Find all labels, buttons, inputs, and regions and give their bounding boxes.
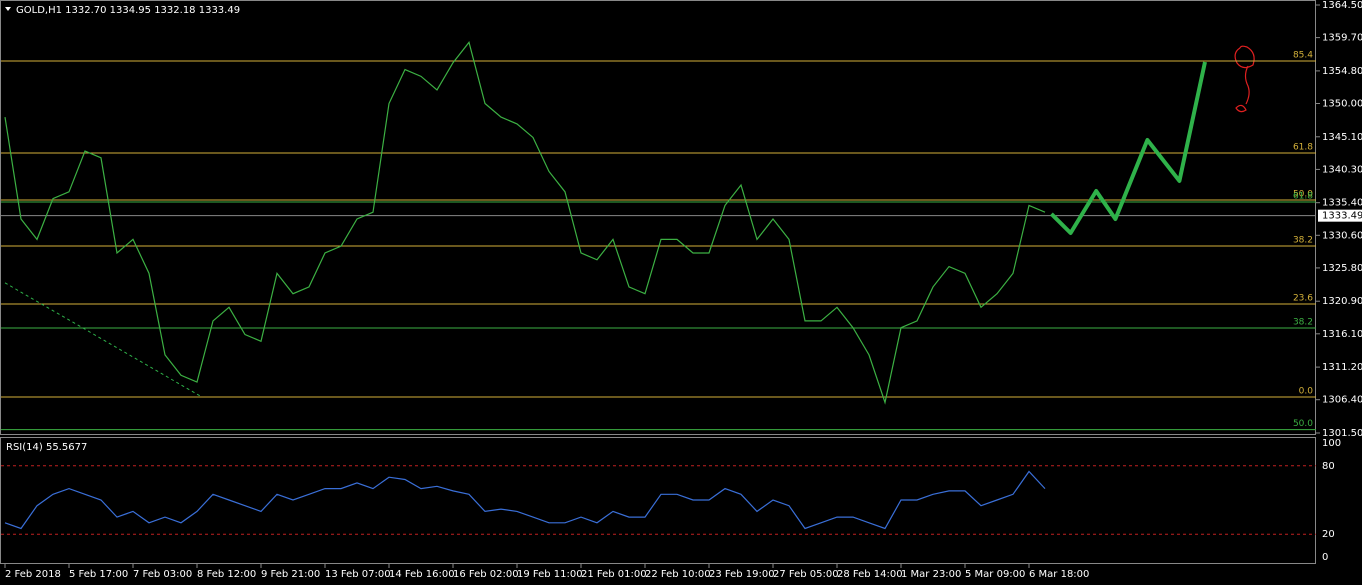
rsi-frame — [0, 437, 1316, 564]
fib-label: 0.0 — [1299, 386, 1314, 396]
fib-label: 50.0 — [1293, 189, 1313, 199]
fib-label: 61.8 — [1293, 192, 1313, 202]
fib-label: 38.2 — [1293, 317, 1313, 327]
x-tick-label: 8 Feb 12:00 — [197, 569, 256, 580]
x-tick-label: 6 Mar 18:00 — [1029, 569, 1089, 580]
main-frame — [0, 0, 1316, 435]
y-tick-label: 1306.40 — [1322, 395, 1362, 406]
x-tick-label: 2 Feb 2018 — [5, 569, 61, 580]
y-tick-label: 1340.30 — [1322, 164, 1362, 175]
rsi-tick-label: 80 — [1322, 461, 1335, 472]
rsi-title: RSI(14) 55.5677 — [6, 442, 87, 453]
chart-title: GOLD,H1 1332.70 1334.95 1332.18 1333.49 — [16, 5, 240, 16]
y-tick-label: 1354.80 — [1322, 66, 1362, 77]
y-tick-label: 1301.50 — [1322, 428, 1362, 439]
x-tick-label: 13 Feb 07:00 — [325, 569, 391, 580]
fib-label: 23.6 — [1293, 293, 1313, 303]
fib-label: 85.4 — [1293, 50, 1313, 60]
rsi-tick-label: 0 — [1322, 552, 1328, 563]
x-tick-label: 28 Feb 14:00 — [837, 569, 903, 580]
series-line — [4, 470, 1046, 530]
forecast-path — [1049, 61, 1207, 235]
x-tick-label: 1 Mar 23:00 — [901, 569, 961, 580]
x-tick-label: 23 Feb 19:00 — [709, 569, 775, 580]
rsi-tick-label: 20 — [1322, 529, 1335, 540]
y-tick-label: 1359.70 — [1322, 33, 1362, 44]
trendline — [4, 282, 201, 397]
menu-arrow — [5, 7, 11, 11]
y-tick-label: 1320.90 — [1322, 296, 1362, 307]
x-tick-label: 22 Feb 10:00 — [645, 569, 711, 580]
fib-label: 38.2 — [1293, 235, 1313, 245]
fib-label: 61.8 — [1293, 142, 1313, 152]
x-tick-label: 9 Feb 21:00 — [261, 569, 320, 580]
x-tick-label: 21 Feb 01:00 — [581, 569, 647, 580]
x-tick-label: 27 Feb 05:00 — [773, 569, 839, 580]
y-tick-label: 1311.20 — [1322, 362, 1362, 373]
y-tick-label: 1330.60 — [1322, 230, 1362, 241]
x-tick-label: 14 Feb 16:00 — [389, 569, 455, 580]
current-price-box — [1318, 209, 1362, 222]
x-tick-label: 5 Feb 17:00 — [69, 569, 128, 580]
y-tick-label: 1325.80 — [1322, 263, 1362, 274]
y-tick-label: 1364.50 — [1322, 0, 1362, 11]
rsi-tick-label: 100 — [1322, 438, 1341, 449]
x-tick-label: 16 Feb 02:00 — [453, 569, 519, 580]
y-tick-label: 1316.10 — [1322, 329, 1362, 340]
doodle — [1234, 45, 1255, 113]
x-tick-label: 19 Feb 11:00 — [517, 569, 583, 580]
x-tick-label: 5 Mar 09:00 — [965, 569, 1025, 580]
x-tick-label: 7 Feb 03:00 — [133, 569, 192, 580]
series-line — [4, 41, 1046, 405]
y-tick-label: 1350.00 — [1322, 99, 1362, 110]
fib-label: 50.0 — [1293, 419, 1313, 429]
current-price-label: 1333.49 — [1322, 211, 1362, 222]
y-tick-label: 1345.10 — [1322, 132, 1362, 143]
y-tick-label: 1335.40 — [1322, 198, 1362, 209]
